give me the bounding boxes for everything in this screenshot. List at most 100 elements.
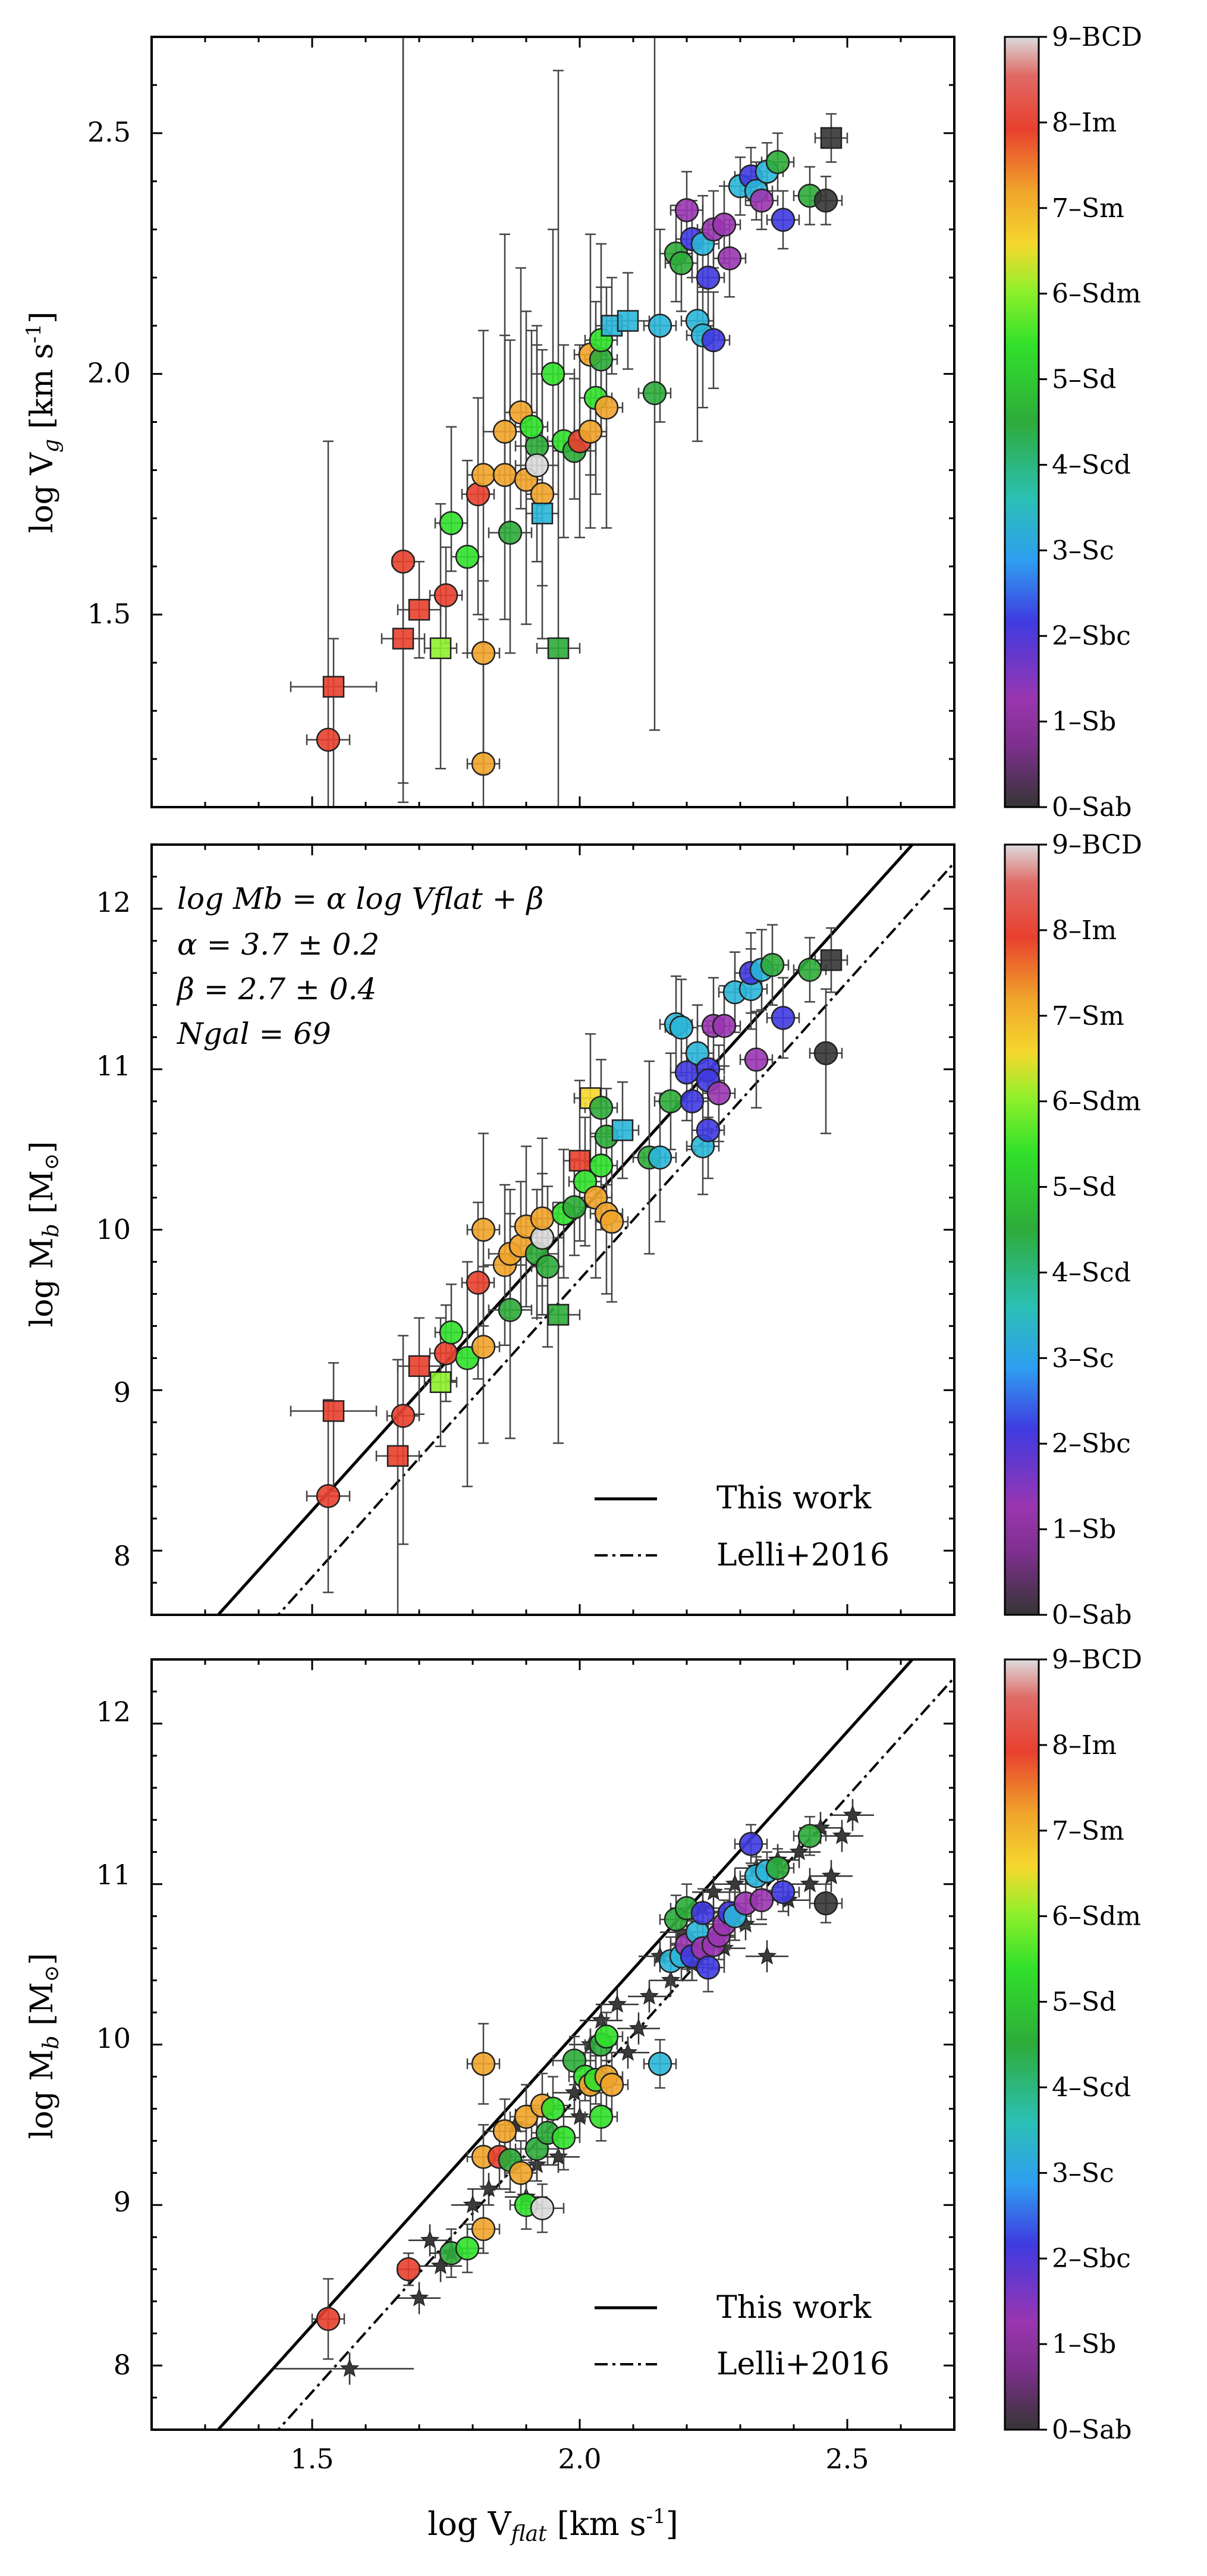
panel3-star-17 bbox=[596, 1988, 639, 2021]
panel3-point-28-marker bbox=[647, 2051, 672, 2076]
panel2-legend-solid-label: This work bbox=[716, 1480, 872, 1516]
panel2-ytick-label-4: 12 bbox=[96, 886, 131, 918]
panel1-ytick-label-0: 1.5 bbox=[87, 598, 131, 630]
colorbar3: 0–Sab 1–Sb 2–Sbc 3–Sc 4–Scd 5–Sd 6–Sdm 7–Sm 8–Im… bbox=[1004, 1645, 1142, 2445]
panel2-annotation-line4: Ngal = 69 bbox=[177, 1016, 331, 1051]
panel3-point-8-marker bbox=[492, 2119, 517, 2144]
panel1-errorbars bbox=[290, 37, 848, 807]
colorbar1: 0–Sab 1–Sb 2–Sbc 3–Sc 4–Scd 5–Sd 6–Sdm 7–Sm 8–Im… bbox=[1004, 22, 1142, 823]
panel1-point-21-marker bbox=[531, 503, 554, 525]
panel2-point-55-marker bbox=[771, 1006, 796, 1030]
colorbar2-tick-label-7: 7–Sm bbox=[1052, 1001, 1124, 1031]
panel2-point-54-marker bbox=[760, 953, 785, 977]
panel1-point-56-marker bbox=[771, 208, 796, 232]
colorbar2-tick-label-2: 2–Sbc bbox=[1052, 1429, 1131, 1459]
panel3-star-38 bbox=[821, 1819, 863, 1852]
panel2-point-57-marker bbox=[813, 1041, 838, 1065]
colorbar1-tick-label-5: 5–Sd bbox=[1052, 365, 1116, 395]
panel3-markers bbox=[316, 1824, 838, 2332]
panel3-xtick-label-0: 1.5 bbox=[290, 2443, 334, 2475]
panel2-annotation-line3: β = 2.7 ± 0.4 bbox=[176, 972, 376, 1006]
panel1-point-33-marker bbox=[594, 395, 619, 420]
panel3-point-24-marker bbox=[589, 2104, 614, 2129]
colorbar2-ticks: 0–Sab 1–Sb 2–Sbc 3–Sc 4–Scd 5–Sd 6–Sdm 7–Sm 8–Im… bbox=[1039, 830, 1142, 1630]
panel1-point-24-marker bbox=[547, 637, 570, 660]
panel3-point-36-marker bbox=[690, 1901, 715, 1925]
colorbar1-ticks: 0–Sab 1–Sb 2–Sbc 3–Sc 4–Scd 5–Sd 6–Sdm 7–Sm 8–Im… bbox=[1039, 22, 1142, 823]
panel1-point-6-marker bbox=[429, 637, 452, 660]
panel3-point-0-marker bbox=[316, 2307, 341, 2332]
colorbar3-tick-label-1: 1–Sb bbox=[1052, 2329, 1116, 2359]
panel2-markers bbox=[316, 949, 843, 1508]
panel3-ylabel: log Mb [M⊙] bbox=[24, 1953, 64, 2139]
panel2-ylabel-sub: b bbox=[39, 1223, 64, 1237]
panel2-annotation-line1: log Mb = α log Vflat + β bbox=[177, 881, 543, 916]
panel3-ylabel-close: ] bbox=[24, 1953, 60, 1965]
colorbar3-tick-label-9: 9–BCD bbox=[1052, 1645, 1142, 1675]
colorbar3-tick-label-4: 4–Scd bbox=[1052, 2072, 1131, 2103]
colorbar1-tick-label-3: 3–Sc bbox=[1052, 535, 1114, 566]
panel1-ytick-label-2: 2.5 bbox=[87, 116, 131, 148]
colorbar3-bar bbox=[1004, 1658, 1040, 2431]
panel2-point-2-marker bbox=[391, 1404, 416, 1428]
panel1-point-8-marker bbox=[455, 544, 480, 569]
colorbar1-tick-label-8: 8–Im bbox=[1052, 108, 1117, 138]
colorbar1-tick-label-7: 7–Sm bbox=[1052, 193, 1124, 224]
panel2-ylabel-main: log M bbox=[24, 1237, 60, 1327]
panel2-marks bbox=[216, 845, 954, 1615]
panel3-star-28-marker bbox=[725, 1874, 745, 1893]
panel1-point-1-marker bbox=[322, 676, 345, 698]
panel2-point-47-marker bbox=[706, 1081, 731, 1106]
panel3-star-5-marker bbox=[463, 2195, 483, 2214]
panel1-point-5-marker bbox=[433, 583, 458, 608]
panel2-ytick-label-1: 9 bbox=[114, 1376, 131, 1408]
panel3-ytick-label-3: 11 bbox=[96, 1859, 131, 1891]
panel2-point-40-marker bbox=[680, 1089, 705, 1113]
panel2-point-4-marker bbox=[408, 1355, 430, 1378]
panel2-point-35-marker bbox=[647, 1145, 672, 1170]
panel2-point-6-marker bbox=[429, 1371, 452, 1394]
panel3-point-4-marker bbox=[471, 2217, 496, 2242]
panel3-star-6-marker bbox=[479, 2179, 499, 2198]
panel1-point-35-marker bbox=[617, 310, 639, 332]
panel3-star-2-marker bbox=[420, 2230, 440, 2249]
panel1-point-13-marker bbox=[492, 463, 517, 487]
panel1-point-58-marker bbox=[813, 188, 838, 213]
panel1-point-3-marker bbox=[392, 627, 414, 650]
panel3-point-45-marker bbox=[738, 1832, 763, 1856]
panel2-point-24-marker bbox=[568, 1150, 591, 1172]
panel3-star-31-marker bbox=[757, 1946, 777, 1965]
panel1-markers bbox=[316, 127, 843, 776]
colorbar2: 0–Sab 1–Sb 2–Sbc 3–Sc 4–Scd 5–Sd 6–Sdm 7–Sm 8–Im… bbox=[1004, 830, 1142, 1630]
panel3-star-14-marker bbox=[570, 2106, 590, 2125]
panel3-star-0-marker bbox=[340, 2358, 360, 2377]
panel2-ylabel-close: ] bbox=[24, 1141, 60, 1153]
panel3-ylabel-unit: [M bbox=[24, 1982, 60, 2026]
panel3-star-34-marker bbox=[789, 1841, 809, 1860]
panel2-ticks bbox=[150, 843, 955, 1616]
panel3-star-12-marker bbox=[548, 2147, 568, 2166]
panel1-ytick-label-1: 2.0 bbox=[87, 357, 131, 389]
panel1-point-49-marker bbox=[717, 246, 742, 271]
panel3-star-20-marker bbox=[639, 1986, 659, 2005]
panel2-point-21-marker bbox=[547, 1304, 570, 1326]
panel3-point-49-marker bbox=[765, 1856, 790, 1880]
panel3-star-2 bbox=[408, 2224, 451, 2257]
panel2-point-58-marker bbox=[820, 949, 843, 971]
colorbar2-tick-label-4: 4–Scd bbox=[1052, 1257, 1131, 1288]
colorbar1-tick-label-0: 0–Sab bbox=[1052, 792, 1132, 823]
colorbar2-tick-label-8: 8–Im bbox=[1052, 915, 1117, 946]
colorbar3-tick-label-7: 7–Sm bbox=[1052, 1816, 1124, 1846]
panel3-star-37 bbox=[810, 1860, 853, 1893]
panel2-point-19-marker bbox=[530, 1206, 555, 1231]
panel1-point-48-marker bbox=[712, 212, 737, 237]
panel3-point-10-marker bbox=[508, 2161, 533, 2185]
panel2-point-36-marker bbox=[658, 1089, 683, 1113]
panel2: 8 9 10 11 12 log Mb [M⊙] log Mb = α log … bbox=[24, 843, 955, 1616]
panel1-point-11-marker bbox=[471, 641, 496, 666]
panel3-ytick-label-1: 9 bbox=[114, 2186, 131, 2218]
panel1: 1.5 2.0 2.5 log Vg [km s-1] bbox=[22, 36, 955, 808]
colorbar2-tick-label-6: 6–Sdm bbox=[1052, 1087, 1141, 1117]
panel3-xlabel-main: log V bbox=[428, 2505, 512, 2543]
panel3-point-5-marker bbox=[471, 2051, 496, 2076]
